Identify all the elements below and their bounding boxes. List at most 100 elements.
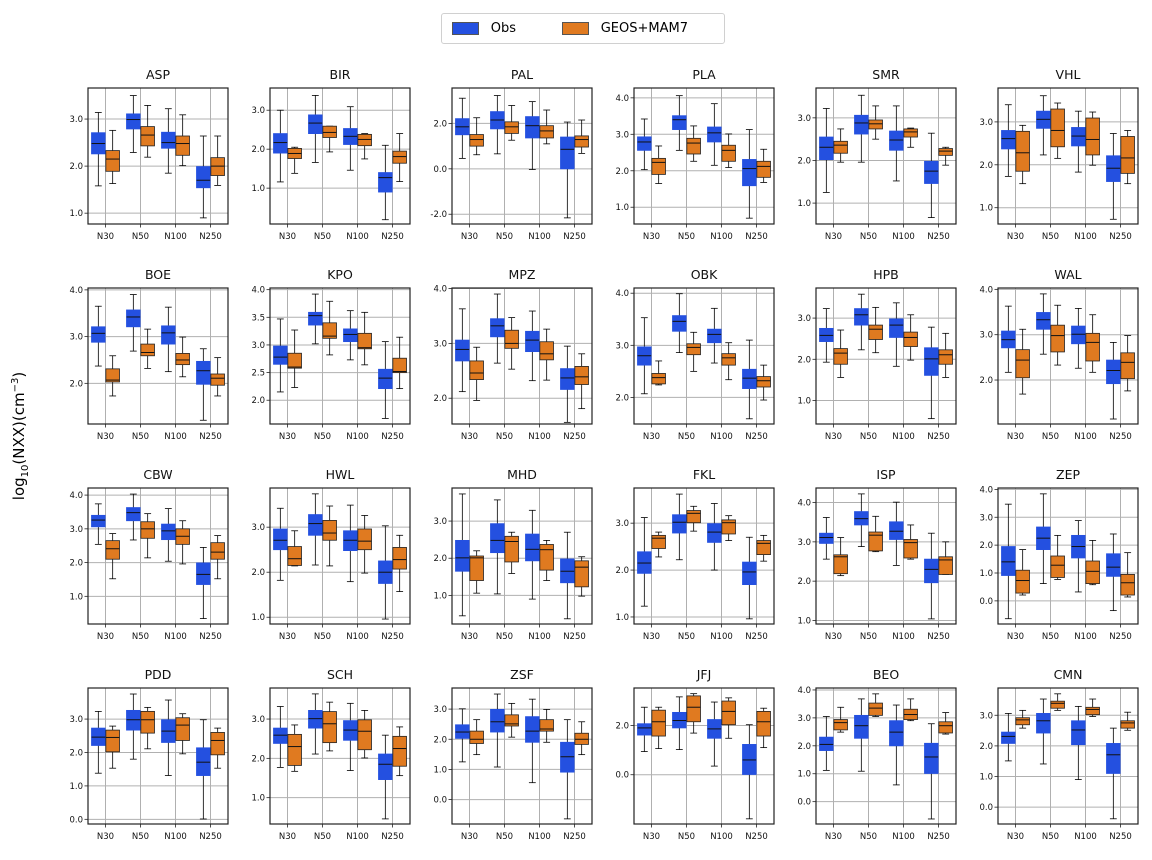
model-box-n100 — [903, 698, 918, 722]
y-tick-label: 1.0 — [797, 616, 811, 626]
x-tick-label: N50 — [860, 832, 877, 842]
panel-jfj: 0.0 2.0 N30 N50 N100 N250 JFJ — [615, 667, 775, 842]
model-box-n50 — [504, 531, 519, 574]
iqr-box — [455, 339, 470, 362]
iqr-box — [1120, 573, 1135, 596]
x-tick-label: N30 — [643, 432, 660, 442]
x-tick-label: N30 — [461, 432, 478, 442]
obs-box-n250 — [1106, 533, 1121, 612]
x-tick-label: N30 — [461, 632, 478, 642]
y-axis-label: log10(NXX)(cm−3) — [10, 372, 31, 500]
axes-frame — [633, 687, 775, 825]
axes-frame — [451, 287, 593, 425]
obs-box-n30 — [1001, 713, 1016, 762]
iqr-box — [1050, 108, 1065, 148]
axes-frame — [633, 487, 775, 625]
iqr-box — [378, 368, 393, 390]
x-tick-label: N50 — [496, 232, 513, 242]
y-tick-label: 1.0 — [251, 184, 265, 194]
obs-box-n100 — [525, 101, 540, 170]
iqr-box — [938, 148, 953, 156]
iqr-box — [889, 521, 904, 540]
obs-box-n100 — [707, 307, 722, 364]
obs-box-n250 — [1106, 133, 1121, 220]
y-tick-label: 2.0 — [251, 754, 265, 764]
iqr-box — [854, 714, 869, 739]
obs-box-n50 — [490, 95, 505, 155]
y-tick-label: 2.0 — [69, 379, 83, 389]
panel-title: BOE — [145, 267, 171, 282]
y-tick-label: 3.0 — [615, 341, 629, 351]
x-tick-label: N50 — [132, 432, 149, 442]
obs-box-n250 — [560, 121, 575, 219]
iqr-box — [175, 717, 190, 741]
iqr-box — [392, 547, 407, 570]
iqr-box — [210, 542, 225, 560]
iqr-box — [924, 742, 939, 774]
y-tick-label: 2.0 — [69, 162, 83, 172]
model-box-n30 — [105, 533, 120, 580]
iqr-box — [924, 347, 939, 376]
y-tick-label: 4.0 — [797, 686, 811, 696]
panel-bir: 1.0 2.0 3.0 N30 N50 N100 N250 BIR — [251, 67, 411, 242]
panel-title: PDD — [145, 667, 172, 682]
legend-label-obs: Obs — [490, 21, 516, 36]
obs-box-n30 — [1001, 104, 1016, 177]
y-tick-label: 0.0 — [69, 815, 83, 825]
y-tick-label: 3.0 — [615, 519, 629, 529]
iqr-box — [1120, 352, 1135, 380]
panel-beo: 0.0 1.0 2.0 3.0 4.0 N30 N50 N100 N250 BEO — [797, 667, 957, 842]
x-tick-label: N250 — [927, 232, 950, 242]
model-box-n30 — [1015, 549, 1030, 596]
iqr-box — [196, 747, 211, 776]
model-box-n50 — [686, 693, 701, 734]
iqr-box — [1106, 553, 1121, 577]
x-tick-label: N250 — [1109, 832, 1132, 842]
panel-pal: -2.0 0.0 2.0 N30 N50 N100 N250 PAL — [430, 67, 593, 242]
axes-frame — [451, 687, 593, 825]
model-box-n50 — [322, 505, 337, 567]
y-tick-label: 4.0 — [797, 499, 811, 509]
panel-isp: 1.0 2.0 3.0 4.0 N30 N50 N100 N250 ISP — [797, 467, 957, 642]
y-tick-label: 2.0 — [251, 145, 265, 155]
model-box-n100 — [903, 524, 918, 560]
y-tick-label: 0.0 — [433, 796, 447, 806]
model-box-n50 — [504, 317, 519, 370]
iqr-box — [140, 343, 155, 357]
panel-fkl: 1.0 2.0 3.0 N30 N50 N100 N250 FKL — [615, 467, 775, 642]
model-box-n100 — [1085, 314, 1100, 373]
iqr-box — [833, 554, 848, 575]
panel-title: JFJ — [696, 667, 712, 682]
obs-box-n50 — [126, 294, 141, 352]
x-tick-label: N50 — [496, 632, 513, 642]
obs-box-n100 — [161, 699, 176, 776]
iqr-box — [742, 368, 757, 389]
ylabel-base: log — [10, 477, 28, 501]
x-tick-label: N30 — [1007, 832, 1024, 842]
iqr-box — [196, 166, 211, 189]
obs-box-n50 — [672, 696, 687, 750]
x-tick-label: N100 — [346, 632, 369, 642]
obs-box-n100 — [707, 701, 722, 767]
x-tick-label: N100 — [528, 432, 551, 442]
obs-box-n30 — [91, 503, 106, 545]
iqr-box — [357, 332, 372, 350]
obs-box-n30 — [819, 517, 834, 560]
iqr-box — [469, 134, 484, 147]
iqr-box — [126, 309, 141, 328]
x-tick-label: N30 — [461, 232, 478, 242]
iqr-box — [868, 119, 883, 130]
iqr-box — [455, 539, 470, 572]
ylabel-subscript: 10 — [20, 464, 31, 478]
model-box-n250 — [756, 364, 771, 401]
iqr-box — [525, 533, 540, 562]
model-box-n250 — [574, 721, 589, 756]
iqr-box — [903, 331, 918, 347]
model-box-n50 — [1050, 304, 1065, 366]
obs-box-n50 — [490, 499, 505, 595]
iqr-box — [392, 735, 407, 767]
x-tick-label: N30 — [825, 432, 842, 442]
model-box-n50 — [322, 125, 337, 153]
obs-box-n100 — [343, 702, 358, 771]
obs-box-n100 — [889, 704, 904, 786]
